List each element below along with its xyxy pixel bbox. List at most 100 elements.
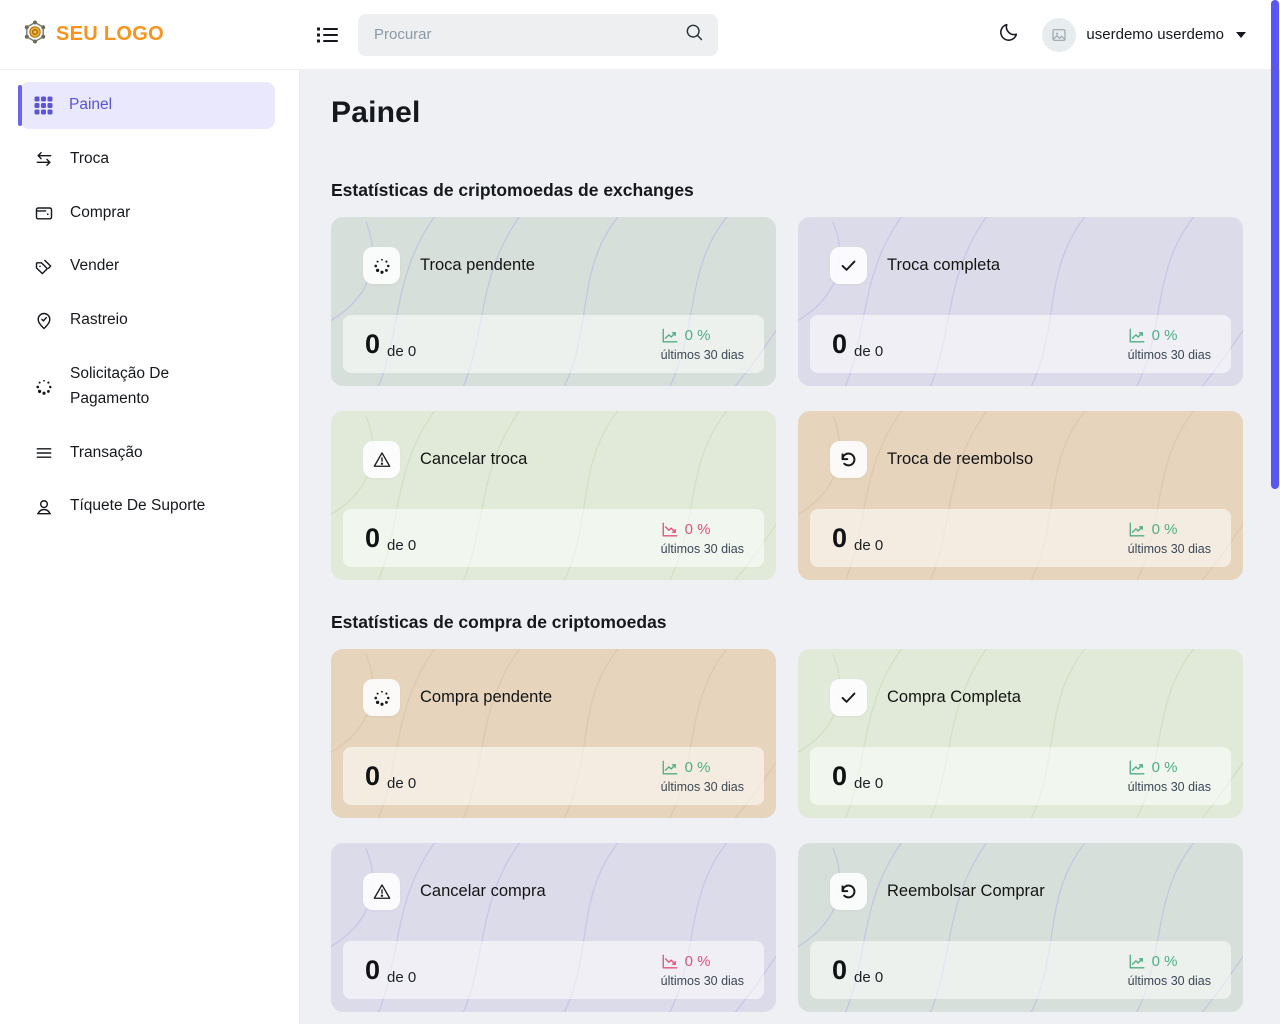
stat-card-troca-pendente: Troca pendente 0 de 0 0 % últimos 30 dia… (331, 217, 776, 386)
count-of: de 0 (854, 342, 884, 360)
count-value: 0 (832, 760, 848, 791)
trend-period: últimos 30 dias (1127, 973, 1211, 988)
page-title: Painel (331, 96, 421, 129)
stat-card-troca-de-reembolso: Troca de reembolso 0 de 0 0 % últimos 30… (798, 411, 1243, 580)
card-title: Troca pendente (420, 256, 535, 274)
chevron-down-icon (1236, 31, 1246, 38)
search-input[interactable] (374, 26, 684, 43)
user-menu[interactable]: userdemo userdemo (1042, 17, 1246, 52)
trend-period: últimos 30 dias (1127, 779, 1211, 794)
search-icon[interactable] (684, 22, 704, 47)
stat-card-reembolsar-comprar: Reembolsar Comprar 0 de 0 0 % últimos 30… (798, 843, 1243, 1012)
trending-up-icon (1129, 954, 1145, 969)
count-value: 0 (832, 522, 848, 553)
scrollbar-thumb[interactable] (1271, 0, 1279, 489)
dashboard-grid-icon (34, 96, 53, 115)
section-title-compras: Estatísticas de compra de criptomoedas (331, 612, 667, 632)
support-agent-icon (37, 499, 51, 515)
sidebar-item-troca[interactable]: Troca (20, 136, 275, 183)
trend-percent: 0 % (1151, 953, 1178, 970)
count-of: de 0 (387, 342, 417, 360)
trend-percent: 0 % (1151, 521, 1178, 538)
stat-card-troca-completa: Troca completa 0 de 0 0 % últimos 30 dia… (798, 217, 1243, 386)
trending-down-icon (662, 954, 678, 969)
sidebar-item-tiquete-de-suporte[interactable]: Tíquete De Suporte (20, 483, 275, 530)
logo-text: SEU LOGO (56, 23, 164, 45)
sidebar-item-rastreio[interactable]: Rastreio (20, 297, 275, 344)
stat-card-compra-pendente: Compra pendente 0 de 0 0 % últimos 30 di… (331, 649, 776, 818)
spinner-icon (36, 379, 52, 395)
trend-percent: 0 % (684, 327, 711, 344)
active-indicator (18, 85, 22, 126)
card-stats: 0 de 0 0 % últimos 30 dias (343, 315, 764, 373)
sidebar-item-label: Comprar (70, 203, 131, 221)
pending-spinner-icon (363, 247, 400, 284)
wave-decoration (331, 411, 776, 580)
avatar (1042, 17, 1077, 52)
sidebar-item-label: Transação (70, 443, 143, 461)
sidebar-item-solicitacao-de-pagamento[interactable]: Solicitação De Pagamento (20, 351, 275, 423)
exchange-arrows-icon (36, 152, 52, 167)
count-of: de 0 (387, 968, 417, 986)
trend-percent: 0 % (1151, 759, 1178, 776)
sidebar-item-label: Tíquete De Suporte (70, 497, 206, 515)
sidebar-item-transacao[interactable]: Transação (20, 430, 275, 477)
tags-icon (35, 259, 52, 275)
section-title-exchanges: Estatísticas de criptomoedas de exchange… (331, 180, 694, 200)
user-name: userdemo userdemo (1086, 26, 1224, 43)
trend-percent: 0 % (1151, 327, 1178, 344)
sidebar-item-label: Rastreio (70, 311, 128, 329)
sidebar-item-label: Troca (70, 149, 110, 167)
card-stats: 0 de 0 0 % últimos 30 dias (810, 941, 1231, 999)
check-icon (830, 679, 867, 716)
count-of: de 0 (854, 536, 884, 554)
count-value: 0 (365, 760, 381, 791)
count-of: de 0 (387, 536, 417, 554)
card-stats: 0 de 0 0 % últimos 30 dias (343, 747, 764, 805)
trend-period: últimos 30 dias (660, 779, 744, 794)
trending-up-icon (1129, 522, 1145, 537)
count-value: 0 (365, 954, 381, 985)
count-of: de 0 (854, 968, 884, 986)
trend-period: últimos 30 dias (660, 541, 744, 556)
sidebar-item-comprar[interactable]: Comprar (20, 190, 275, 237)
list-lines-icon (36, 448, 52, 458)
count-value: 0 (832, 328, 848, 359)
sidebar-item-painel[interactable]: Painel (18, 82, 275, 129)
logo-network-icon (22, 19, 48, 50)
stat-card-cancelar-compra: Cancelar compra 0 de 0 0 % últimos 30 di… (331, 843, 776, 1012)
wave-decoration (798, 217, 1243, 386)
trend-percent: 0 % (684, 521, 711, 538)
count-value: 0 (365, 522, 381, 553)
sidebar-item-vender[interactable]: Vender (20, 243, 275, 290)
trending-down-icon (662, 522, 678, 537)
search-bar[interactable] (358, 13, 718, 56)
main-content: Painel Estatísticas de criptomoedas de e… (301, 70, 1280, 1024)
count-of: de 0 (854, 774, 884, 792)
card-title: Compra pendente (420, 688, 553, 706)
moon-icon (998, 21, 1020, 48)
trend-period: últimos 30 dias (1127, 347, 1211, 362)
sidebar-item-label: Painel (69, 96, 113, 113)
trending-up-icon (662, 328, 678, 343)
logo[interactable]: SEU LOGO (0, 19, 300, 50)
card-stats: 0 de 0 0 % últimos 30 dias (810, 747, 1231, 805)
count-value: 0 (832, 954, 848, 985)
sidebar-toggle-button[interactable] (310, 18, 344, 52)
top-header: SEU LOGO (0, 0, 1280, 70)
wave-decoration (798, 649, 1243, 818)
card-stats: 0 de 0 0 % últimos 30 dias (343, 509, 764, 567)
sidebar-item-label: Solicitação De Pagamento (70, 364, 170, 407)
stat-card-cancelar-troca: Cancelar troca 0 de 0 0 % últimos 30 dia… (331, 411, 776, 580)
card-title: Troca completa (887, 256, 1001, 274)
wave-decoration (331, 843, 776, 1012)
warning-triangle-icon (363, 441, 400, 478)
trending-up-icon (1129, 760, 1145, 775)
card-stats: 0 de 0 0 % últimos 30 dias (810, 509, 1231, 567)
count-of: de 0 (387, 774, 417, 792)
dark-mode-toggle[interactable] (994, 20, 1024, 50)
card-title: Cancelar compra (420, 882, 546, 900)
wave-decoration (331, 649, 776, 818)
warning-triangle-icon (363, 873, 400, 910)
trending-up-icon (1129, 328, 1145, 343)
